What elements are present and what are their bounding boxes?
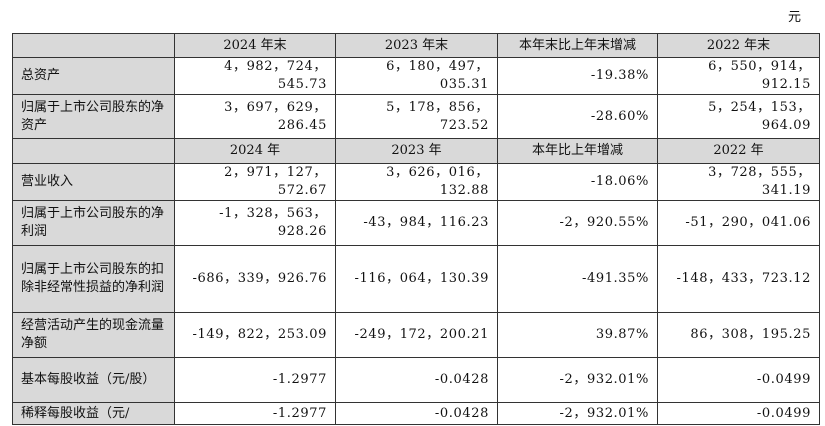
financial-data-table: 2024 年末 2023 年末 本年末比上年末增减 2022 年末 总资产 4，… <box>12 33 820 425</box>
table-row-basic-eps: 基本每股收益（元/股） -1.2977 -0.0428 -2，932.01% -… <box>12 357 820 403</box>
value-2023: -43，984，116.23 <box>335 200 498 246</box>
value-2024: 2，971，127，572.67 <box>174 163 336 201</box>
header-change-year: 本年比上年增减 <box>497 138 658 164</box>
header-2022-year-end: 2022 年末 <box>657 33 820 58</box>
value-2024: -149，822，253.09 <box>174 312 336 358</box>
value-change: -19.38% <box>497 57 658 95</box>
header-blank-cell <box>12 138 175 164</box>
table-row-net-assets: 归属于上市公司股东的净资产 3，697，629，286.45 5，178，856… <box>12 94 820 139</box>
table-row-diluted-eps: 稀释每股收益（元/ -1.2977 -0.0428 -2，932.01% -0.… <box>12 402 820 425</box>
header-row-year-end: 2024 年末 2023 年末 本年末比上年末增减 2022 年末 <box>12 33 820 58</box>
value-2022: 5，254，153，964.09 <box>657 94 820 139</box>
value-2024: -1.2977 <box>174 357 336 403</box>
row-label: 稀释每股收益（元/ <box>12 402 175 425</box>
header-change-year-end: 本年末比上年末增减 <box>497 33 658 58</box>
value-2024: 3，697，629，286.45 <box>174 94 336 139</box>
header-2024-year-end: 2024 年末 <box>174 33 336 58</box>
table-row-net-profit-deducted: 归属于上市公司股东的扣除非经常性损益的净利润 -686，339，926.76 -… <box>12 245 820 313</box>
value-2023: -0.0428 <box>335 402 498 425</box>
value-2024: 4，982，724，545.73 <box>174 57 336 95</box>
value-2023: -0.0428 <box>335 357 498 403</box>
table-row-total-assets: 总资产 4，982，724，545.73 6，180，497，035.31 -1… <box>12 57 820 95</box>
value-change: -2，932.01% <box>497 357 658 403</box>
row-label: 归属于上市公司股东的净资产 <box>12 94 175 139</box>
value-2024: -1.2977 <box>174 402 336 425</box>
row-label: 基本每股收益（元/股） <box>12 357 175 403</box>
header-2023-year: 2023 年 <box>335 138 498 164</box>
value-2022: 3，728，555，341.19 <box>657 163 820 201</box>
table-row-revenue: 营业收入 2，971，127，572.67 3，626，016，132.88 -… <box>12 163 820 201</box>
value-2022: -51，290，041.06 <box>657 200 820 246</box>
value-2023: 3，626，016，132.88 <box>335 163 498 201</box>
header-2024-year: 2024 年 <box>174 138 336 164</box>
value-2022: 6，550，914，912.15 <box>657 57 820 95</box>
value-2023: -249，172，200.21 <box>335 312 498 358</box>
row-label: 归属于上市公司股东的扣除非经常性损益的净利润 <box>12 245 175 313</box>
value-change: -2，920.55% <box>497 200 658 246</box>
value-change: -491.35% <box>497 245 658 313</box>
table-row-net-profit: 归属于上市公司股东的净利润 -1，328，563，928.26 -43，984，… <box>12 200 820 246</box>
value-2022: -0.0499 <box>657 402 820 425</box>
value-change: -18.06% <box>497 163 658 201</box>
value-2024: -1，328，563，928.26 <box>174 200 336 246</box>
header-row-year: 2024 年 2023 年 本年比上年增减 2022 年 <box>12 138 820 164</box>
row-label: 总资产 <box>12 57 175 95</box>
value-change: -28.60% <box>497 94 658 139</box>
value-2023: -116，064，130.39 <box>335 245 498 313</box>
value-2022: -0.0499 <box>657 357 820 403</box>
header-2023-year-end: 2023 年末 <box>335 33 498 58</box>
value-change: -2，932.01% <box>497 402 658 425</box>
value-2024: -686，339，926.76 <box>174 245 336 313</box>
value-2022: -148，433，723.12 <box>657 245 820 313</box>
header-2022-year: 2022 年 <box>657 138 820 164</box>
header-blank-cell <box>12 33 175 58</box>
table-row-operating-cash-flow: 经营活动产生的现金流量净额 -149，822，253.09 -249，172，2… <box>12 312 820 358</box>
unit-label: 元 <box>787 10 801 25</box>
row-label: 经营活动产生的现金流量净额 <box>12 312 175 358</box>
row-label: 营业收入 <box>12 163 175 201</box>
value-2022: 86，308，195.25 <box>657 312 820 358</box>
row-label: 归属于上市公司股东的净利润 <box>12 200 175 246</box>
value-2023: 5，178，856，723.52 <box>335 94 498 139</box>
value-change: 39.87% <box>497 312 658 358</box>
value-2023: 6，180，497，035.31 <box>335 57 498 95</box>
